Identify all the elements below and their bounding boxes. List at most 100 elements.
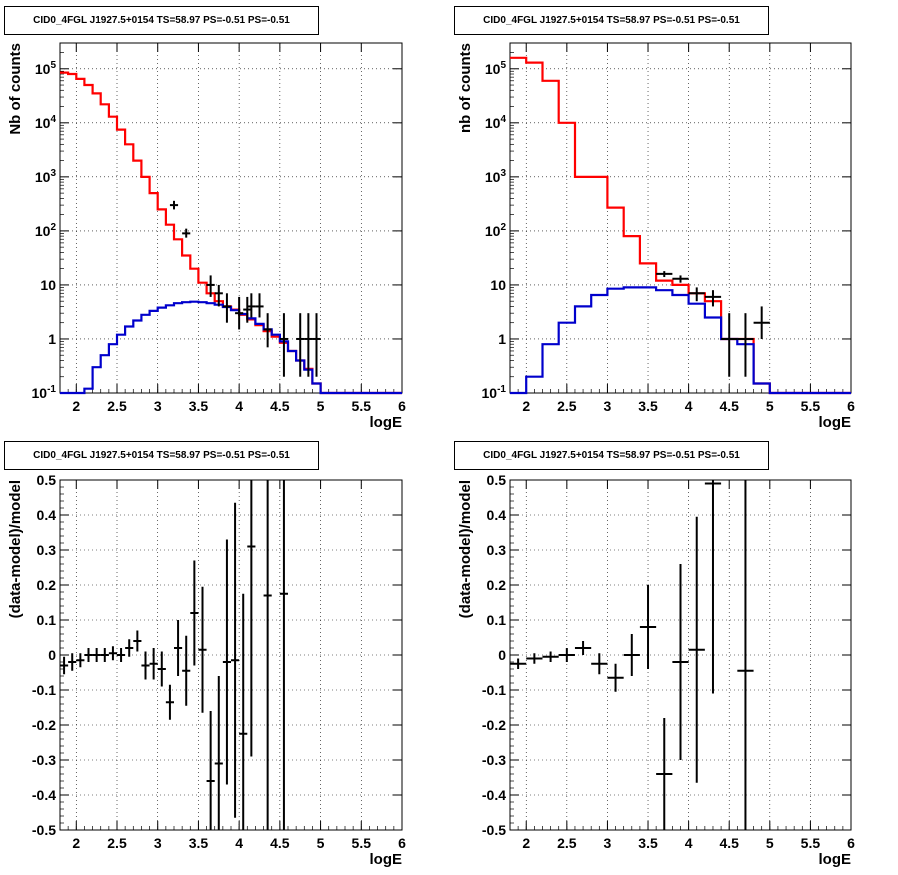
x-axis-label: logE xyxy=(370,414,403,431)
data-point xyxy=(149,648,158,680)
x-tick-label: 4 xyxy=(685,398,693,414)
y-tick-label: -0.3 xyxy=(482,752,506,768)
x-tick-label: 4.5 xyxy=(270,398,290,414)
x-tick-label: 5.5 xyxy=(352,398,372,414)
data-point xyxy=(235,296,244,330)
x-tick-label: 6 xyxy=(398,835,406,851)
y-tick-label: 10-1 xyxy=(482,384,507,401)
x-axis-label: logE xyxy=(370,851,403,868)
data-point xyxy=(60,656,69,675)
x-tick-label: 4 xyxy=(235,398,243,414)
x-tick-label: 3.5 xyxy=(189,398,209,414)
data-point xyxy=(182,635,191,706)
data-point xyxy=(174,620,183,676)
data-point xyxy=(214,676,223,830)
data-point xyxy=(304,313,313,377)
x-tick-label: 2.5 xyxy=(557,835,577,851)
data-point xyxy=(214,284,223,307)
x-tick-label: 5.5 xyxy=(801,835,821,851)
data-point xyxy=(76,653,85,668)
y-tick-label: 0.4 xyxy=(487,507,507,523)
data-point xyxy=(206,275,215,297)
y-tick-label: 1 xyxy=(498,331,506,347)
chart-title: CID0_4FGL J1927.5+0154 TS=58.97 PS=-0.51… xyxy=(33,450,290,461)
y-tick-label: -0.2 xyxy=(482,717,506,733)
x-tick-label: 3.5 xyxy=(638,835,658,851)
y-tick-label: 0 xyxy=(498,647,506,663)
data-point xyxy=(558,648,575,662)
x-tick-label: 5.5 xyxy=(801,398,821,414)
x-tick-label: 5 xyxy=(317,835,325,851)
data-point xyxy=(510,658,527,669)
y-tick-label: 0.1 xyxy=(487,612,507,628)
data-point xyxy=(672,564,689,760)
histogram-series-line xyxy=(60,300,402,395)
y-tick-label: 103 xyxy=(35,168,57,185)
data-point xyxy=(639,585,657,669)
data-point xyxy=(737,480,754,830)
data-point xyxy=(279,480,288,830)
data-point xyxy=(190,560,199,666)
data-point xyxy=(688,516,705,783)
title-bottom-left: CID0_4FGL J1927.5+0154 TS=58.97 PS=-0.51… xyxy=(4,441,319,470)
data-point xyxy=(84,648,93,662)
plot-1 xyxy=(509,42,852,395)
data-point xyxy=(312,313,321,377)
x-tick-label: 3 xyxy=(154,835,162,851)
data-point xyxy=(656,718,673,830)
x-tick-label: 2 xyxy=(72,835,80,851)
chart-title: CID0_4FGL J1927.5+0154 TS=58.97 PS=-0.51… xyxy=(483,15,740,26)
data-point xyxy=(239,593,248,830)
plot-frame xyxy=(59,479,403,831)
y-tick-label: -0.4 xyxy=(482,787,506,803)
plot-2 xyxy=(59,479,403,831)
x-tick-label: 2 xyxy=(72,398,80,414)
data-point xyxy=(198,586,207,713)
x-tick-label: 5 xyxy=(317,398,325,414)
data-point xyxy=(222,539,231,785)
x-tick-label: 3 xyxy=(154,398,162,414)
data-point xyxy=(623,634,640,676)
data-point xyxy=(704,290,722,307)
plot-frame xyxy=(509,42,852,394)
title-top-right: CID0_4FGL J1927.5+0154 TS=58.97 PS=-0.51… xyxy=(454,6,769,35)
data-point xyxy=(141,651,150,680)
x-axis-label: logE xyxy=(819,414,852,431)
data-point xyxy=(255,293,264,318)
x-tick-label: 3.5 xyxy=(638,398,658,414)
x-tick-label: 5 xyxy=(766,398,774,414)
data-point xyxy=(169,200,179,210)
data-point xyxy=(574,641,592,655)
y-tick-label: -0.3 xyxy=(32,752,56,768)
y-tick-label: 0.1 xyxy=(37,612,57,628)
data-point xyxy=(656,271,673,278)
data-point xyxy=(247,293,256,318)
data-point xyxy=(526,653,543,664)
x-tick-label: 4.5 xyxy=(719,835,739,851)
y-tick-label: 0.3 xyxy=(37,542,57,558)
y-tick-label: 0.2 xyxy=(487,577,507,593)
y-tick-label: 10 xyxy=(490,277,506,293)
y-tick-label: 0 xyxy=(48,647,56,663)
data-point xyxy=(591,653,608,675)
x-tick-label: 4.5 xyxy=(270,835,290,851)
y-tick-label: 0.5 xyxy=(37,472,57,488)
y-tick-label: 105 xyxy=(35,60,57,77)
data-point xyxy=(206,711,215,830)
data-point xyxy=(165,684,174,720)
data-point xyxy=(247,480,256,757)
title-top-left: CID0_4FGL J1927.5+0154 TS=58.97 PS=-0.51… xyxy=(4,6,319,35)
plot-0 xyxy=(59,42,403,395)
y-tick-label: 104 xyxy=(485,114,507,131)
x-tick-label: 5.5 xyxy=(352,835,372,851)
data-point xyxy=(296,313,305,377)
y-tick-label: 1 xyxy=(48,331,56,347)
x-tick-label: 3 xyxy=(604,398,612,414)
data-point xyxy=(182,228,191,238)
data-point xyxy=(133,630,142,652)
y-tick-label: 0.2 xyxy=(37,577,57,593)
x-tick-label: 3.5 xyxy=(189,835,209,851)
y-tick-label: -0.1 xyxy=(32,682,56,698)
x-tick-label: 5 xyxy=(766,835,774,851)
